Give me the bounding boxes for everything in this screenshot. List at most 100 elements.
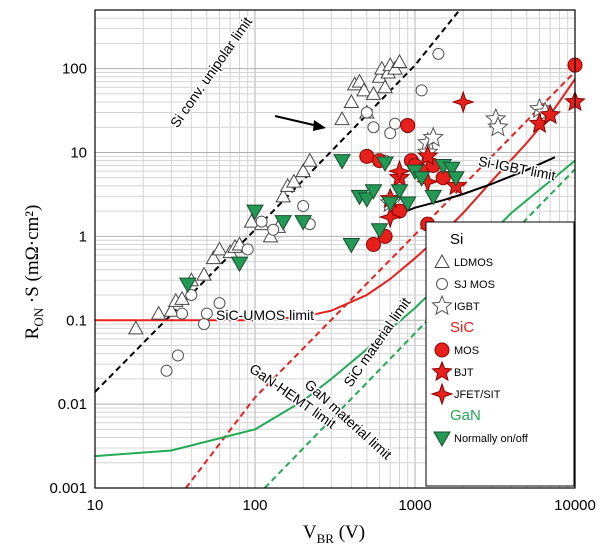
normally-on-off-point: [357, 192, 376, 208]
legend-marker: [433, 431, 451, 448]
mos-point: [391, 203, 407, 219]
mos-point: [365, 237, 381, 253]
sj-mos-point: [200, 307, 213, 320]
arrow-shaft: [274, 115, 319, 127]
y-tick-label: 0.01: [58, 396, 87, 413]
ldmos-point: [301, 152, 318, 167]
legend-marker: [436, 278, 448, 290]
legend-box: [425, 221, 575, 487]
legend-item-label: LDMOS: [454, 257, 493, 269]
sj-mos-point: [160, 364, 173, 377]
tick-labels: 10 100 1000 10000 0.001 0.01 0.1 1 10 100: [49, 61, 595, 514]
sj-mos-point: [384, 127, 397, 140]
x-tick-label: 100: [242, 497, 267, 514]
sj-mos-point: [367, 121, 380, 134]
normally-on-off-point: [246, 204, 264, 221]
data-points: [127, 47, 586, 377]
normally-on-off-point: [376, 156, 394, 172]
bjt-point: [539, 103, 561, 125]
sj-mos-point: [389, 117, 402, 130]
jfet-sit-point: [378, 205, 402, 229]
normally-on-off-point: [381, 196, 400, 213]
legend-item-label: JFET/SIT: [454, 389, 501, 401]
sj-mos-point: [267, 223, 280, 236]
x-tick-label: 10000: [554, 497, 596, 514]
y-tick-label: 0.1: [66, 312, 87, 329]
x-axis-title: VBR (V): [303, 522, 365, 546]
sj-mos-point: [213, 297, 226, 310]
sj-mos-point: [185, 289, 198, 302]
legend-item-label: IGBT: [454, 301, 480, 313]
legend-item-label: SJ MOS: [454, 279, 495, 291]
normally-on-off-point: [364, 184, 383, 200]
y-tick-label: 100: [62, 61, 87, 78]
ldmos-point: [205, 250, 222, 265]
normally-on-off-point: [342, 238, 361, 254]
limit-curve: [95, 78, 575, 322]
sj-mos-point: [360, 106, 373, 119]
ldmos-point: [377, 79, 393, 94]
x-tick-label: 10: [87, 497, 104, 514]
ldmos-point: [163, 302, 180, 317]
legend-marker: [430, 382, 454, 406]
jfet-sit-point: [387, 159, 412, 183]
igbt-point: [487, 116, 509, 137]
normally-on-off-point: [424, 189, 443, 206]
normally-on-off-point: [390, 184, 409, 200]
mos-point: [359, 148, 375, 164]
normally-on-off-point: [412, 171, 431, 187]
ldmos-point: [275, 188, 292, 203]
y-tick-label: 0.001: [49, 480, 87, 497]
ldmos-point: [351, 73, 368, 88]
ldmos-point: [196, 266, 212, 281]
legend: Si LDMOS SJ MOS IGBT SiC MOS BJT JFET/SIT GaN Nor…: [425, 221, 575, 487]
legend-marker: [434, 342, 450, 358]
x-tick-label: 1000: [398, 497, 431, 514]
legend-item-label: Normally on/off: [454, 433, 529, 445]
ldmos-point: [127, 320, 144, 335]
legend-group-title: Si: [450, 231, 463, 248]
sj-mos-point: [255, 215, 268, 228]
legend-item-label: MOS: [454, 345, 479, 357]
y-axis-title: RON ·S (mΩ·cm²): [22, 205, 46, 340]
legend-marker: [434, 253, 450, 268]
normally-on-off-point: [443, 161, 461, 178]
bjt-point: [416, 144, 439, 166]
ldmos-point: [356, 82, 372, 97]
normally-on-off-point: [230, 256, 249, 273]
normally-on-off-point: [294, 215, 313, 231]
ldmos-point: [343, 93, 360, 109]
ldmos-point: [150, 305, 167, 320]
legend-group-title: GaN: [450, 407, 481, 424]
sj-mos-point: [197, 318, 210, 331]
ldmos-point: [391, 53, 408, 68]
ldmos-point: [365, 85, 382, 100]
ldmos-point: [211, 241, 228, 256]
sj-mos-point: [432, 47, 445, 60]
curve-label: SiC-UMOS limit: [216, 307, 314, 323]
normally-on-off-point: [178, 277, 197, 294]
legend-marker: [431, 294, 453, 316]
normally-on-off-point: [446, 171, 465, 187]
legend-marker: [431, 360, 453, 382]
curve-label: Si-IGBT limit: [477, 153, 557, 184]
y-tick-label: 10: [70, 145, 87, 162]
normally-on-off-point: [274, 215, 293, 231]
plot-frame: [94, 9, 576, 489]
arrow-annotation: [274, 115, 326, 131]
sj-mos-point: [171, 349, 184, 362]
jfet-sit-point: [451, 90, 475, 114]
normally-on-off-point: [398, 196, 417, 213]
sj-mos-point: [415, 84, 428, 97]
legend-item-label: BJT: [454, 367, 474, 379]
ldmos-point: [243, 213, 260, 228]
igbt-point: [422, 126, 444, 147]
normally-on-off-point: [333, 154, 351, 170]
sj-mos-point: [297, 200, 310, 213]
y-tick-label: 1: [79, 228, 87, 245]
ldmos-point: [295, 163, 312, 178]
legend-group-title: SiC: [450, 319, 474, 336]
ldmos-point: [334, 111, 350, 126]
sj-mos-point: [176, 307, 189, 320]
